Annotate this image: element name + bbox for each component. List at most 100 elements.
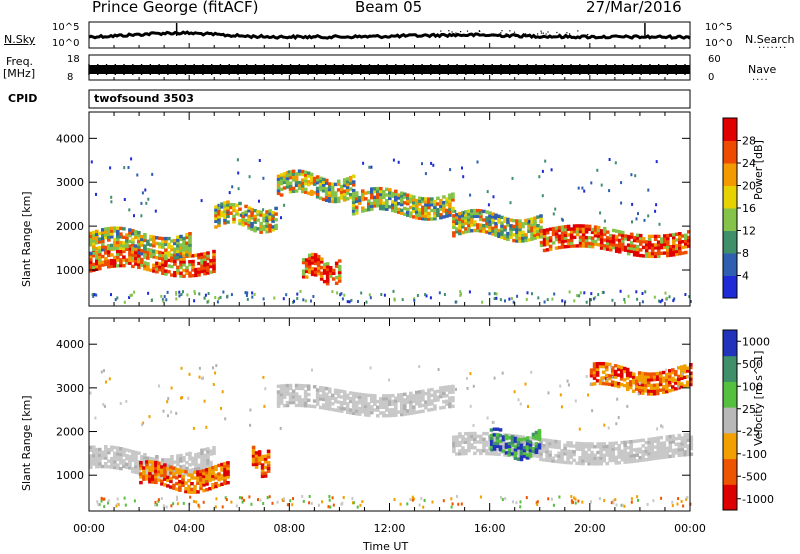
power-cell [626, 234, 631, 239]
velocity-cell [539, 440, 543, 445]
velocity-speckle-cell [224, 417, 227, 421]
power-cell [666, 236, 670, 241]
power-cell [533, 225, 537, 229]
power-cell [563, 245, 568, 249]
velocity-cell [504, 442, 509, 447]
power-cell [113, 258, 117, 262]
power-cell [167, 270, 171, 274]
velocity-noise-cell [172, 502, 175, 506]
power-cell [367, 202, 371, 206]
power-cell [337, 259, 342, 263]
power-cell [312, 191, 317, 195]
power-cell [143, 235, 147, 240]
velocity-cell [516, 443, 521, 447]
power-cell [506, 220, 510, 224]
velocity-cell [430, 399, 434, 403]
velocity-cell [412, 394, 416, 398]
velocity-cell [611, 453, 615, 457]
velocity-cell [626, 440, 630, 444]
power-cell [382, 201, 386, 205]
power-cell [125, 258, 129, 262]
velocity-cell [647, 454, 651, 459]
velocity-cell [351, 391, 356, 396]
power-cell [188, 271, 192, 275]
power-cell [611, 237, 616, 241]
velocity-speckle-cell [125, 399, 128, 403]
power-cell [182, 268, 186, 273]
power-cell [110, 261, 114, 266]
velocity-cell [655, 389, 660, 393]
velocity-cell [351, 411, 356, 415]
velocity-speckle-cell [181, 396, 184, 399]
velocity-cell [629, 448, 633, 452]
power-cell [271, 211, 275, 215]
velocity-cell [590, 453, 594, 457]
power-cell [400, 208, 404, 212]
power-noise-cell [91, 293, 94, 297]
power-cell [110, 229, 114, 233]
power-cell [569, 235, 574, 240]
velocity-cell [397, 410, 401, 414]
velocity-cell [617, 461, 621, 465]
velocity-cell [674, 381, 678, 385]
power-cell [203, 252, 207, 256]
velocity-cell [205, 482, 209, 486]
power-cell [557, 245, 562, 250]
power-cell [545, 248, 550, 252]
velocity-noise-cell [536, 503, 539, 506]
power-cell [563, 227, 568, 232]
power-cell [185, 233, 189, 237]
power-cell [334, 261, 339, 265]
power-noise-cell [114, 298, 117, 302]
power-cell [593, 234, 598, 238]
power-cell [569, 244, 574, 248]
power-cell [200, 261, 204, 265]
power-cell [545, 242, 550, 246]
power-cell [569, 227, 574, 231]
power-cell [485, 210, 489, 214]
power-cell [203, 263, 207, 267]
velocity-cell [143, 455, 147, 460]
velocity-speckle-cell [660, 424, 663, 428]
power-cell [518, 222, 522, 226]
velocity-cell [306, 387, 311, 391]
velocity-cell [566, 441, 570, 445]
power-cell [572, 244, 577, 248]
power-speckle-cell [140, 214, 143, 218]
power-cell [107, 244, 111, 248]
velocity-cell [122, 450, 126, 454]
velocity-cell [373, 396, 377, 401]
velocity-speckle-cell [681, 372, 684, 376]
velocity-cell [357, 395, 362, 399]
velocity-speckle-cell [559, 393, 562, 397]
velocity-cell [470, 431, 474, 436]
power-cell [95, 246, 99, 251]
velocity-speckle-cell [180, 366, 183, 370]
velocity-cell [578, 458, 582, 463]
velocity-cell [220, 477, 224, 481]
power-cell [626, 243, 631, 247]
velocity-cell [205, 468, 209, 472]
velocity-cell [604, 368, 609, 372]
freq-label-2: [MHz] [3, 67, 36, 80]
power-cell [244, 210, 248, 214]
power-cell [482, 209, 486, 214]
velocity-cell [674, 370, 678, 374]
power-cell [119, 240, 123, 245]
power-cell [170, 245, 174, 249]
velocity-cell [179, 453, 183, 458]
power-noise-cell [175, 292, 178, 296]
velocity-noise-cell [103, 497, 106, 501]
velocity-cell [548, 456, 552, 460]
power-cell [232, 220, 236, 224]
velocity-cell [154, 469, 158, 473]
velocity-cell [345, 402, 350, 406]
power-cell [382, 207, 386, 211]
power-cell [418, 213, 422, 218]
power-noise-cell [516, 294, 519, 298]
velocity-speckle-cell [418, 365, 421, 369]
velocity-cell [510, 435, 515, 439]
power-cell [309, 192, 314, 196]
power-cell [209, 264, 213, 269]
power-cell [276, 191, 281, 196]
